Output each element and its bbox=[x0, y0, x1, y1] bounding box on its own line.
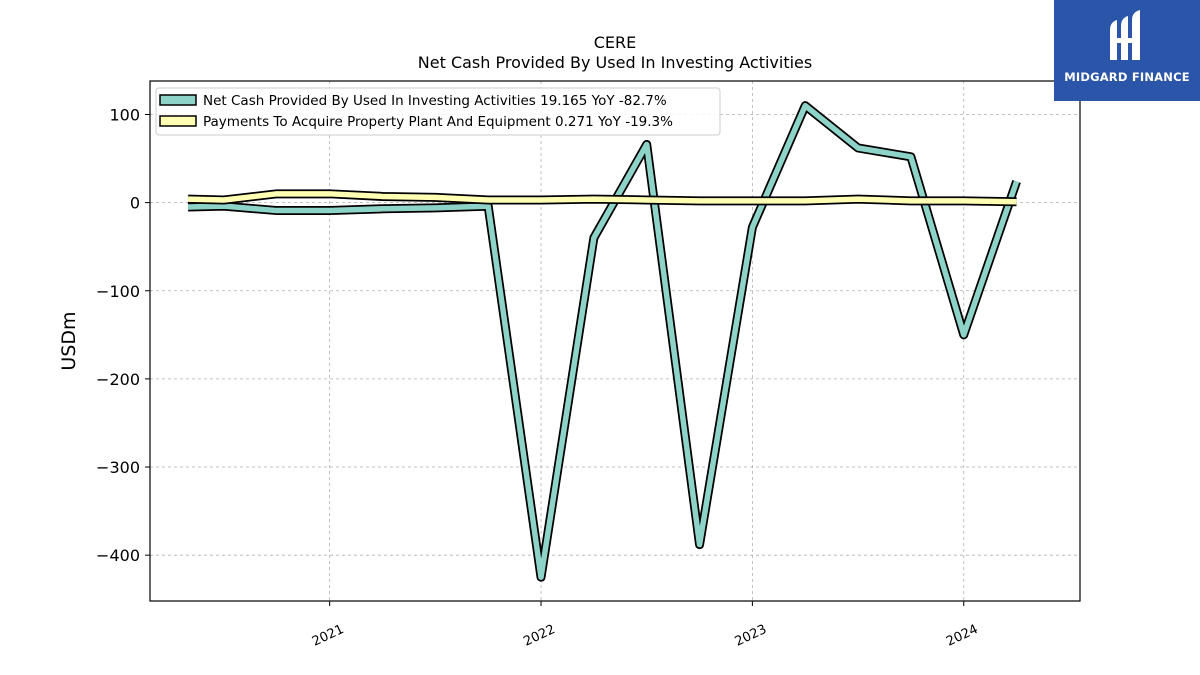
series-line-2 bbox=[187, 191, 1017, 205]
plot-frame bbox=[149, 80, 1081, 602]
y-ticks: 100 0 −100 −200 −300 −400 bbox=[96, 105, 150, 565]
y-tick-label: −100 bbox=[96, 282, 140, 301]
y-tick-label: −200 bbox=[96, 370, 140, 389]
chart-title: CERE bbox=[594, 33, 637, 52]
chart-subtitle: Net Cash Provided By Used In Investing A… bbox=[418, 53, 812, 72]
x-tick-label: 2024 bbox=[944, 622, 980, 650]
x-tick-label: 2022 bbox=[521, 622, 557, 650]
grid-lines bbox=[150, 81, 1080, 601]
legend-label-2: Payments To Acquire Property Plant And E… bbox=[203, 114, 673, 130]
y-tick-label: 0 bbox=[130, 194, 140, 213]
series-outline-1 bbox=[187, 101, 1021, 582]
legend-box bbox=[155, 87, 721, 136]
midgard-logo-mark-icon bbox=[1110, 10, 1140, 60]
legend-label-1: Net Cash Provided By Used In Investing A… bbox=[203, 93, 667, 109]
x-tick-label: 2021 bbox=[310, 622, 346, 650]
x-ticks: 2021 2022 2023 2024 bbox=[310, 601, 980, 650]
logo-text: MIDGARD FINANCE bbox=[1064, 70, 1190, 84]
legend-swatch-2 bbox=[159, 115, 197, 127]
legend: Net Cash Provided By Used In Investing A… bbox=[155, 87, 721, 136]
y-axis-label: USDm bbox=[58, 311, 80, 370]
series-lines bbox=[187, 101, 1021, 582]
y-tick-label: −300 bbox=[96, 458, 140, 477]
midgard-finance-logo: MIDGARD FINANCE bbox=[1054, 0, 1200, 101]
legend-swatch-1 bbox=[159, 94, 197, 106]
y-tick-label: −400 bbox=[96, 546, 140, 565]
series-line-1 bbox=[187, 102, 1020, 580]
x-tick-label: 2023 bbox=[733, 622, 769, 650]
y-tick-label: 100 bbox=[109, 105, 140, 124]
